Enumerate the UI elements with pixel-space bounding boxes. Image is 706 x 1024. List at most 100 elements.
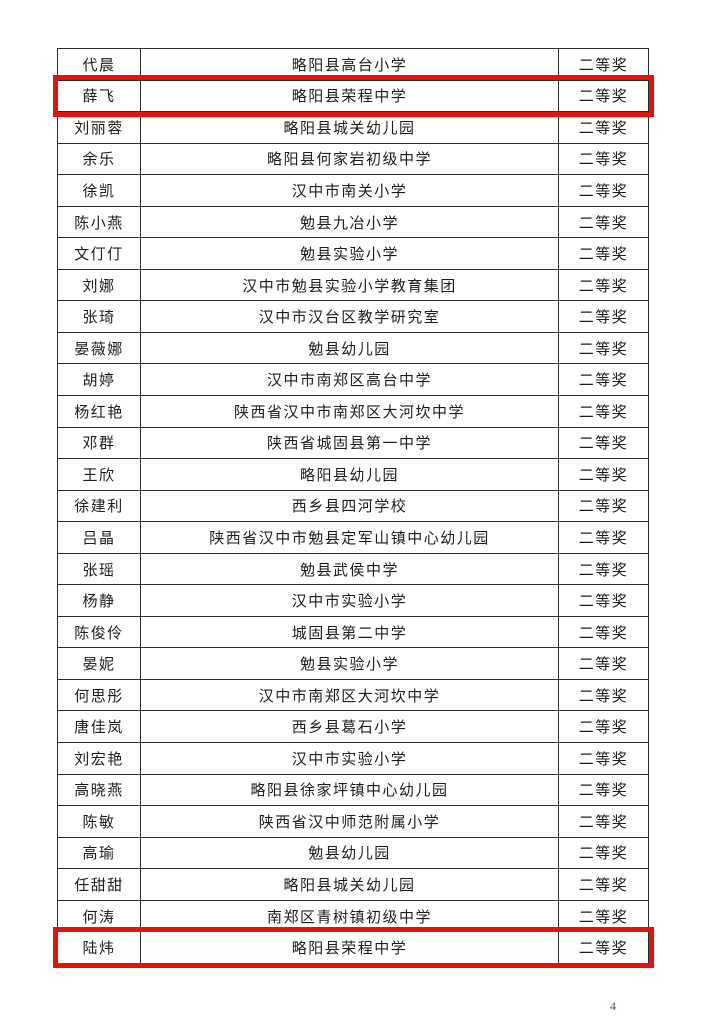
- table-row: 杨静 汉中市实验小学 二等奖: [57, 584, 649, 617]
- award-table: 代晨 略阳县高台小学 二等奖 薛飞 略阳县荣程中学 二等奖 刘丽蓉 略阳县城关幼…: [52, 48, 654, 969]
- cell-awardee-name: 邓群: [57, 426, 141, 460]
- page-number: 4: [610, 999, 616, 1013]
- cell-award-level: 二等奖: [558, 331, 649, 365]
- cell-school-name: 勉县九冶小学: [140, 205, 559, 239]
- cell-school-name: 汉中市南关小学: [140, 174, 559, 207]
- cell-school-name: 略阳县高台小学: [140, 48, 559, 81]
- cell-award-level: 二等奖: [558, 742, 649, 775]
- cell-school-name: 略阳县何家岩初级中学: [140, 142, 559, 176]
- cell-award-level: 二等奖: [558, 300, 649, 333]
- cell-awardee-name: 文仃仃: [57, 237, 141, 270]
- cell-awardee-name: 胡婷: [57, 363, 141, 397]
- cell-awardee-name: 唐佳岚: [57, 710, 141, 744]
- table-row: 陈俊伶 城固县第二中学 二等奖: [57, 615, 649, 649]
- table-row: 晏妮 勉县实验小学 二等奖: [57, 647, 649, 680]
- cell-school-name: 汉中市勉县实验小学教育集团: [140, 268, 559, 302]
- cell-award-level: 二等奖: [558, 931, 649, 964]
- cell-awardee-name: 陈敏: [57, 805, 141, 838]
- table-row: 徐凯 汉中市南关小学 二等奖: [57, 174, 649, 207]
- cell-award-level: 二等奖: [558, 237, 649, 270]
- cell-awardee-name: 张琦: [57, 300, 141, 333]
- cell-award-level: 二等奖: [558, 79, 649, 113]
- table-row: 文仃仃 勉县实验小学 二等奖: [57, 237, 649, 270]
- cell-awardee-name: 何思彤: [57, 678, 141, 712]
- cell-awardee-name: 徐建利: [57, 489, 141, 523]
- cell-award-level: 二等奖: [558, 552, 649, 586]
- cell-awardee-name: 刘娜: [57, 268, 141, 302]
- table-row: 刘娜 汉中市勉县实验小学教育集团 二等奖: [57, 268, 649, 302]
- cell-awardee-name: 王欣: [57, 458, 141, 491]
- cell-school-name: 略阳县城关幼儿园: [140, 868, 559, 901]
- table-row: 刘丽蓉 略阳县城关幼儿园 二等奖: [57, 111, 649, 144]
- table-row: 邓群 陕西省城固县第一中学 二等奖: [57, 426, 649, 460]
- cell-school-name: 勉县幼儿园: [140, 836, 559, 870]
- cell-awardee-name: 高瑜: [57, 836, 141, 870]
- cell-school-name: 汉中市汉台区教学研究室: [140, 300, 559, 333]
- table-row: 刘宏艳 汉中市实验小学 二等奖: [57, 742, 649, 775]
- cell-award-level: 二等奖: [558, 489, 649, 523]
- cell-award-level: 二等奖: [558, 174, 649, 207]
- cell-award-level: 二等奖: [558, 48, 649, 81]
- table-row: 余乐 略阳县何家岩初级中学 二等奖: [57, 142, 649, 176]
- cell-school-name: 陕西省汉中市勉县定军山镇中心幼儿园: [140, 521, 559, 554]
- cell-school-name: 陕西省城固县第一中学: [140, 426, 559, 460]
- cell-award-level: 二等奖: [558, 521, 649, 554]
- cell-school-name: 城固县第二中学: [140, 615, 559, 649]
- cell-awardee-name: 杨红艳: [57, 395, 141, 428]
- cell-school-name: 略阳县荣程中学: [140, 931, 559, 964]
- cell-award-level: 二等奖: [558, 205, 649, 239]
- table-row: 高瑜 勉县幼儿园 二等奖: [57, 836, 649, 870]
- cell-awardee-name: 代晨: [57, 48, 141, 81]
- table-row: 晏薇娜 勉县幼儿园 二等奖: [57, 331, 649, 365]
- cell-awardee-name: 陈小燕: [57, 205, 141, 239]
- table-row: 陈小燕 勉县九冶小学 二等奖: [57, 205, 649, 239]
- cell-award-level: 二等奖: [558, 268, 649, 302]
- table-row: 张瑶 勉县武侯中学 二等奖: [57, 552, 649, 586]
- table-row: 任甜甜 略阳县城关幼儿园 二等奖: [57, 868, 649, 901]
- table-row: 高晓燕 略阳县徐家坪镇中心幼儿园 二等奖: [57, 773, 649, 807]
- cell-school-name: 勉县幼儿园: [140, 331, 559, 365]
- table-row: 徐建利 西乡县四河学校 二等奖: [57, 489, 649, 523]
- cell-awardee-name: 徐凯: [57, 174, 141, 207]
- table-row-highlighted: 薛飞 略阳县荣程中学 二等奖: [52, 75, 654, 117]
- cell-school-name: 汉中市南郑区高台中学: [140, 363, 559, 397]
- cell-school-name: 陕西省汉中市南郑区大河坎中学: [140, 395, 559, 428]
- cell-awardee-name: 吕晶: [57, 521, 141, 554]
- table-row: 胡婷 汉中市南郑区高台中学 二等奖: [57, 363, 649, 397]
- cell-award-level: 二等奖: [558, 142, 649, 176]
- table-row: 张琦 汉中市汉台区教学研究室 二等奖: [57, 300, 649, 333]
- table-row: 杨红艳 陕西省汉中市南郑区大河坎中学 二等奖: [57, 395, 649, 428]
- cell-award-level: 二等奖: [558, 710, 649, 744]
- cell-awardee-name: 余乐: [57, 142, 141, 176]
- cell-award-level: 二等奖: [558, 615, 649, 649]
- table-row: 何涛 南郑区青树镇初级中学 二等奖: [57, 899, 649, 933]
- cell-school-name: 略阳县幼儿园: [140, 458, 559, 491]
- cell-award-level: 二等奖: [558, 647, 649, 680]
- table-row: 吕晶 陕西省汉中市勉县定军山镇中心幼儿园 二等奖: [57, 521, 649, 554]
- cell-awardee-name: 刘宏艳: [57, 742, 141, 775]
- cell-awardee-name: 何涛: [57, 899, 141, 933]
- cell-school-name: 陕西省汉中师范附属小学: [140, 805, 559, 838]
- table-row: 王欣 略阳县幼儿园 二等奖: [57, 458, 649, 491]
- table-row: 代晨 略阳县高台小学 二等奖: [57, 48, 649, 81]
- cell-school-name: 略阳县荣程中学: [140, 79, 559, 113]
- table-row: 唐佳岚 西乡县葛石小学 二等奖: [57, 710, 649, 744]
- cell-awardee-name: 杨静: [57, 584, 141, 617]
- cell-award-level: 二等奖: [558, 458, 649, 491]
- cell-award-level: 二等奖: [558, 111, 649, 144]
- table-row: 何思彤 汉中市南郑区大河坎中学 二等奖: [57, 678, 649, 712]
- table-row: 陈敏 陕西省汉中师范附属小学 二等奖: [57, 805, 649, 838]
- cell-award-level: 二等奖: [558, 868, 649, 901]
- cell-award-level: 二等奖: [558, 899, 649, 933]
- cell-school-name: 南郑区青树镇初级中学: [140, 899, 559, 933]
- cell-school-name: 汉中市实验小学: [140, 584, 559, 617]
- cell-school-name: 勉县实验小学: [140, 237, 559, 270]
- cell-award-level: 二等奖: [558, 805, 649, 838]
- cell-school-name: 略阳县徐家坪镇中心幼儿园: [140, 773, 559, 807]
- cell-school-name: 西乡县葛石小学: [140, 710, 559, 744]
- cell-awardee-name: 陈俊伶: [57, 615, 141, 649]
- cell-awardee-name: 任甜甜: [57, 868, 141, 901]
- cell-award-level: 二等奖: [558, 426, 649, 460]
- cell-awardee-name: 高晓燕: [57, 773, 141, 807]
